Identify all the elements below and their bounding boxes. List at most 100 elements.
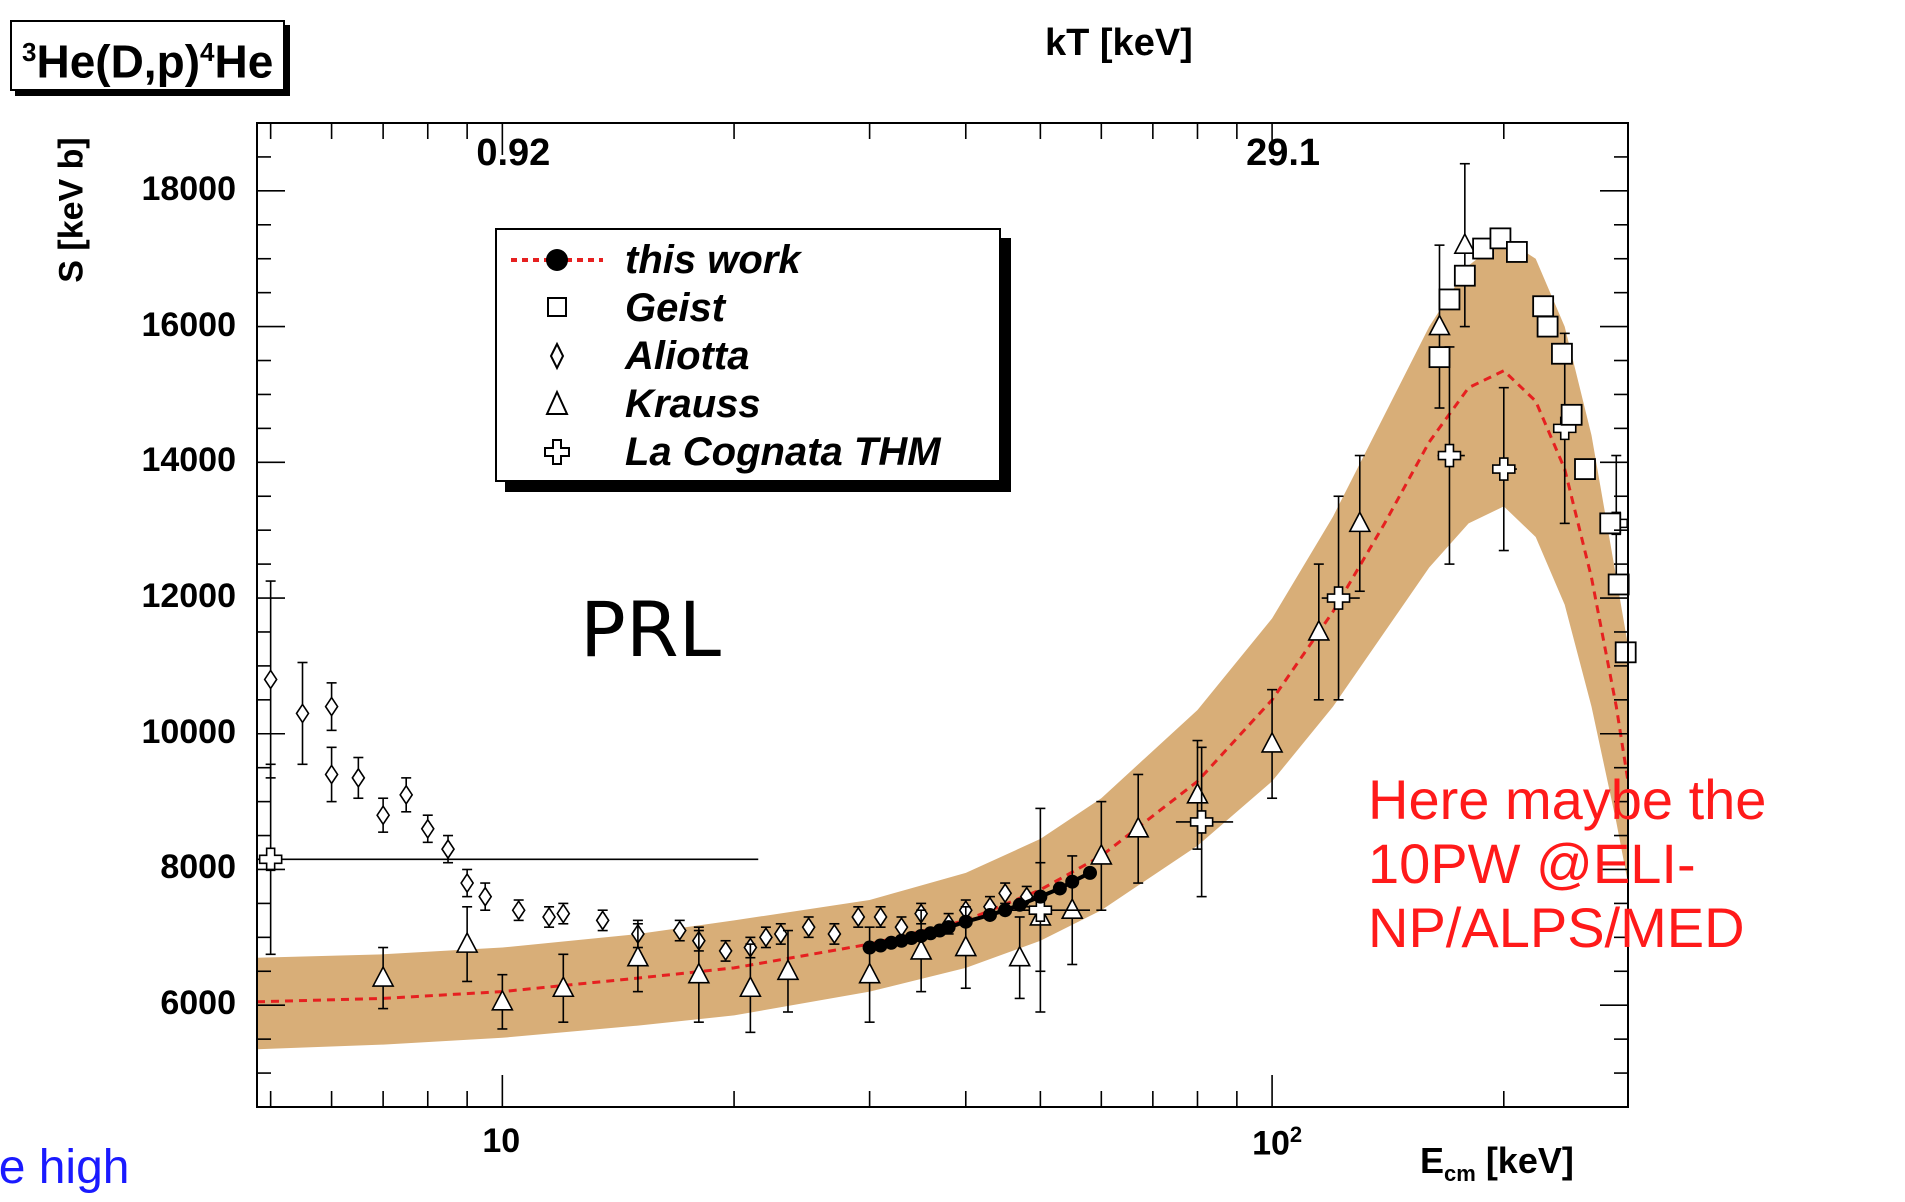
lacognata-point (1437, 443, 1462, 468)
krauss-point (491, 989, 514, 1011)
aliotta-point (420, 818, 435, 840)
this-work-point (862, 940, 877, 955)
geist-point (1599, 512, 1622, 535)
this-work-point (1033, 889, 1048, 904)
aliotta-point (827, 923, 842, 945)
top-axis-title: kT [keV] (1045, 22, 1193, 64)
krauss-point (1089, 843, 1113, 865)
legend-label: Krauss (625, 382, 761, 426)
geist-point (1438, 288, 1461, 311)
y-axis-title: S [keV b] (52, 137, 91, 283)
y-tick-label: 16000 (141, 305, 236, 344)
prl-annotation: PRL (580, 585, 721, 674)
this-work-point (1052, 881, 1067, 896)
geist-point (1489, 227, 1512, 250)
aliotta-point (718, 940, 733, 962)
x-axis-title: Ecm [keV] (1420, 1140, 1574, 1187)
krauss-point (1428, 313, 1451, 336)
krauss-point (909, 938, 933, 960)
aliotta-point (511, 899, 526, 921)
this-work-point (1012, 897, 1027, 912)
legend-symbol-diamond (549, 341, 565, 371)
krauss-point (1186, 782, 1209, 804)
legend-label: Geist (625, 286, 726, 330)
geist-point (1428, 346, 1451, 369)
aliotta-point (801, 916, 816, 938)
geist-point (1453, 264, 1476, 287)
krauss-point (626, 944, 650, 967)
krauss-point (1348, 510, 1372, 533)
y-tick-label: 6000 (160, 984, 236, 1023)
krauss-point (1126, 816, 1150, 838)
this-work-point (958, 914, 973, 929)
top-tick-label: 29.1 (1246, 132, 1321, 174)
krauss-point (455, 931, 479, 953)
lacognata-point (258, 847, 283, 872)
krauss-point (1453, 232, 1477, 254)
geist-point (1574, 458, 1596, 480)
legend-item-la-cognata: La Cognata THM (497, 428, 999, 476)
this-work-point (1082, 865, 1097, 880)
aliotta-point (595, 909, 610, 931)
lacognata-point (1189, 810, 1214, 834)
legend-symbol-cross (544, 439, 570, 465)
krauss-point (1008, 944, 1032, 967)
legend-item-krauss: Krauss (497, 380, 999, 428)
krauss-point (858, 961, 881, 984)
top-tick-label: 0.92 (476, 132, 551, 174)
krauss-point (1260, 731, 1284, 753)
aliotta-point (295, 702, 310, 724)
uncertainty-band (257, 238, 1628, 1050)
aliotta-point (556, 903, 571, 925)
legend-item-geist: Geist (497, 284, 999, 332)
krauss-point (687, 961, 711, 984)
this-work-point (873, 938, 888, 953)
legend-symbol-square (547, 297, 567, 317)
lacognata-point (1028, 898, 1053, 922)
aliotta-point (441, 838, 455, 860)
krauss-point (371, 965, 395, 987)
geist-point (1551, 342, 1573, 365)
aliotta-point (851, 906, 866, 928)
aliotta-point (672, 920, 687, 942)
aliotta-point (399, 784, 414, 806)
x-tick-label: 102 (1252, 1122, 1303, 1163)
krauss-point (739, 975, 762, 998)
aliotta-point (324, 764, 339, 785)
lacognata-point (1491, 457, 1516, 481)
red-annotation: Here maybe the 10PW @ELI-NP/ALPS/MED (1368, 768, 1767, 959)
x-tick-label: 10 (482, 1122, 521, 1160)
blue-annotation: ybe high (0, 1141, 130, 1194)
aliotta-point (758, 926, 773, 948)
legend-label: this work (625, 238, 801, 282)
this-work-point (941, 920, 956, 935)
geist-point (1536, 315, 1559, 338)
band-area (257, 238, 1628, 1050)
legend-symbol-triangle (545, 389, 569, 415)
y-tick-label: 18000 (141, 169, 236, 208)
aliotta-point (873, 906, 888, 928)
aliotta-point (376, 804, 391, 826)
krauss-point (1060, 897, 1084, 919)
krauss-point (551, 975, 575, 998)
legend-label: La Cognata THM (625, 430, 941, 474)
legend-label: Aliotta (625, 334, 750, 378)
aliotta-point (542, 906, 557, 928)
legend-item-aliotta: Aliotta (497, 332, 999, 380)
krauss-point (1307, 619, 1331, 641)
aliotta-point (460, 872, 475, 894)
reaction-label: 3He(D,p)4He (10, 20, 286, 92)
krauss-point (776, 958, 800, 981)
this-work-point (1065, 874, 1080, 889)
data-points (257, 162, 1637, 1034)
this-work-point (998, 903, 1013, 918)
aliotta-point (324, 696, 339, 718)
legend: this work Geist Aliotta Krauss La Cognat… (495, 228, 1001, 482)
legend-item-this-work: this work (497, 236, 999, 284)
geist-point (1506, 241, 1528, 263)
aliotta-point (351, 767, 366, 789)
y-tick-label: 14000 (141, 441, 236, 480)
aliotta-point (263, 669, 278, 690)
axes (256, 122, 1629, 1108)
